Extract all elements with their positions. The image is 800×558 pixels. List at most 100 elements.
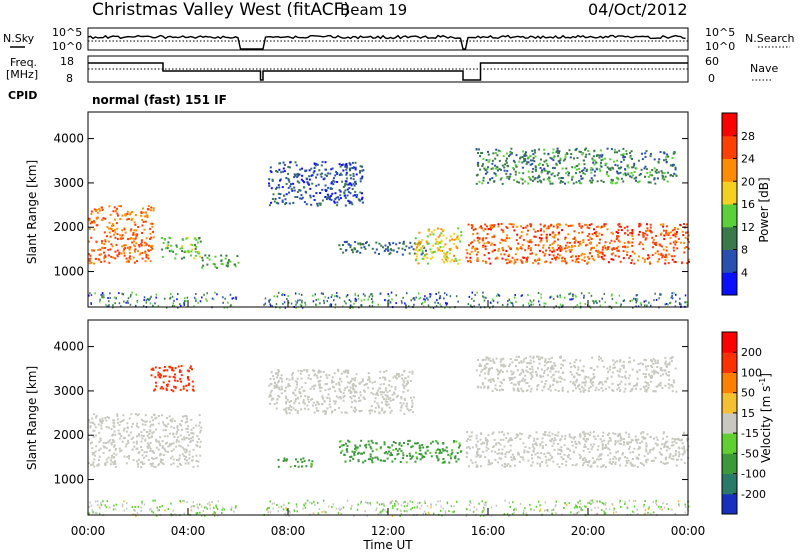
data-cell xyxy=(523,239,525,241)
data-cell xyxy=(126,443,128,445)
data-cell xyxy=(283,460,285,462)
data-cell xyxy=(632,174,634,176)
data-cell xyxy=(446,237,448,239)
data-cell xyxy=(682,234,684,236)
data-cell xyxy=(346,177,348,179)
data-cell xyxy=(301,378,303,380)
data-cell xyxy=(532,180,534,182)
colorbar-tick-label: 24 xyxy=(741,153,755,166)
data-cell xyxy=(585,441,587,443)
data-cell xyxy=(99,456,101,458)
data-cell xyxy=(127,442,129,444)
data-cell xyxy=(438,236,440,238)
data-cell xyxy=(301,466,303,468)
data-cell xyxy=(236,255,238,257)
data-cell xyxy=(623,367,625,369)
data-cell xyxy=(596,162,598,164)
data-cell xyxy=(665,458,667,460)
data-cell xyxy=(277,374,279,376)
data-cell xyxy=(96,415,98,417)
data-cell xyxy=(276,376,278,378)
data-cell xyxy=(161,414,163,416)
data-cell xyxy=(148,459,150,461)
data-cell xyxy=(427,450,429,452)
data-cell xyxy=(435,238,437,240)
data-cell xyxy=(132,238,134,240)
data-cell xyxy=(562,257,564,259)
data-cell xyxy=(91,211,93,213)
data-cell xyxy=(647,254,649,256)
data-cell xyxy=(621,454,623,456)
data-cell xyxy=(391,386,393,388)
data-cell xyxy=(406,403,408,405)
data-cell xyxy=(101,242,103,244)
data-cell xyxy=(545,459,547,461)
data-cell xyxy=(175,387,177,389)
data-cell xyxy=(131,292,133,294)
data-cell xyxy=(623,443,625,445)
data-cell xyxy=(201,267,203,269)
data-cell xyxy=(285,408,287,410)
data-cell xyxy=(268,178,270,180)
data-cell xyxy=(345,461,347,463)
data-cell xyxy=(116,213,118,215)
data-cell xyxy=(594,436,596,438)
data-cell xyxy=(593,373,595,375)
data-cell xyxy=(274,295,276,297)
data-cell xyxy=(415,259,417,261)
data-cell xyxy=(537,263,539,265)
data-cell xyxy=(352,251,354,253)
data-cell xyxy=(164,366,166,368)
data-cell xyxy=(110,459,112,461)
data-cell xyxy=(412,507,414,509)
data-cell xyxy=(381,402,383,404)
data-cell xyxy=(272,375,274,377)
data-cell xyxy=(380,391,382,393)
data-cell xyxy=(151,416,153,418)
data-cell xyxy=(293,187,295,189)
data-cell xyxy=(181,365,183,367)
data-cell xyxy=(482,163,484,165)
data-cell xyxy=(675,301,677,303)
data-cell xyxy=(325,374,327,376)
data-cell xyxy=(651,231,653,233)
data-cell xyxy=(308,377,310,379)
data-cell xyxy=(295,380,297,382)
data-cell xyxy=(140,215,142,217)
data-cell xyxy=(607,246,609,248)
data-cell xyxy=(479,374,481,376)
data-cell xyxy=(419,508,421,510)
data-cell xyxy=(623,361,625,363)
data-cell xyxy=(637,439,639,441)
data-cell xyxy=(300,373,302,375)
data-cell xyxy=(617,440,619,442)
data-cell xyxy=(238,262,240,264)
data-cell xyxy=(327,300,329,302)
data-cell xyxy=(482,180,484,182)
data-cell xyxy=(94,455,96,457)
data-cell xyxy=(661,387,663,389)
data-cell xyxy=(440,246,442,248)
y-tick-label: 2000 xyxy=(53,220,84,234)
data-cell xyxy=(603,503,605,505)
data-cell xyxy=(126,462,128,464)
data-cell xyxy=(484,456,486,458)
data-cell xyxy=(188,462,190,464)
data-cell xyxy=(522,172,524,174)
data-cell xyxy=(429,293,431,295)
data-cell xyxy=(455,461,457,463)
data-cell xyxy=(621,376,623,378)
data-cell xyxy=(657,372,659,374)
data-cell xyxy=(615,255,617,257)
data-cell xyxy=(614,508,616,510)
data-cell xyxy=(321,292,323,294)
data-cell xyxy=(549,371,551,373)
data-cell xyxy=(92,463,94,465)
data-cell xyxy=(365,501,367,503)
data-cell xyxy=(404,370,406,372)
data-cell xyxy=(591,500,593,502)
data-cell xyxy=(581,381,583,383)
data-cell xyxy=(621,178,623,180)
data-cell xyxy=(544,261,546,263)
data-cell xyxy=(498,248,500,250)
